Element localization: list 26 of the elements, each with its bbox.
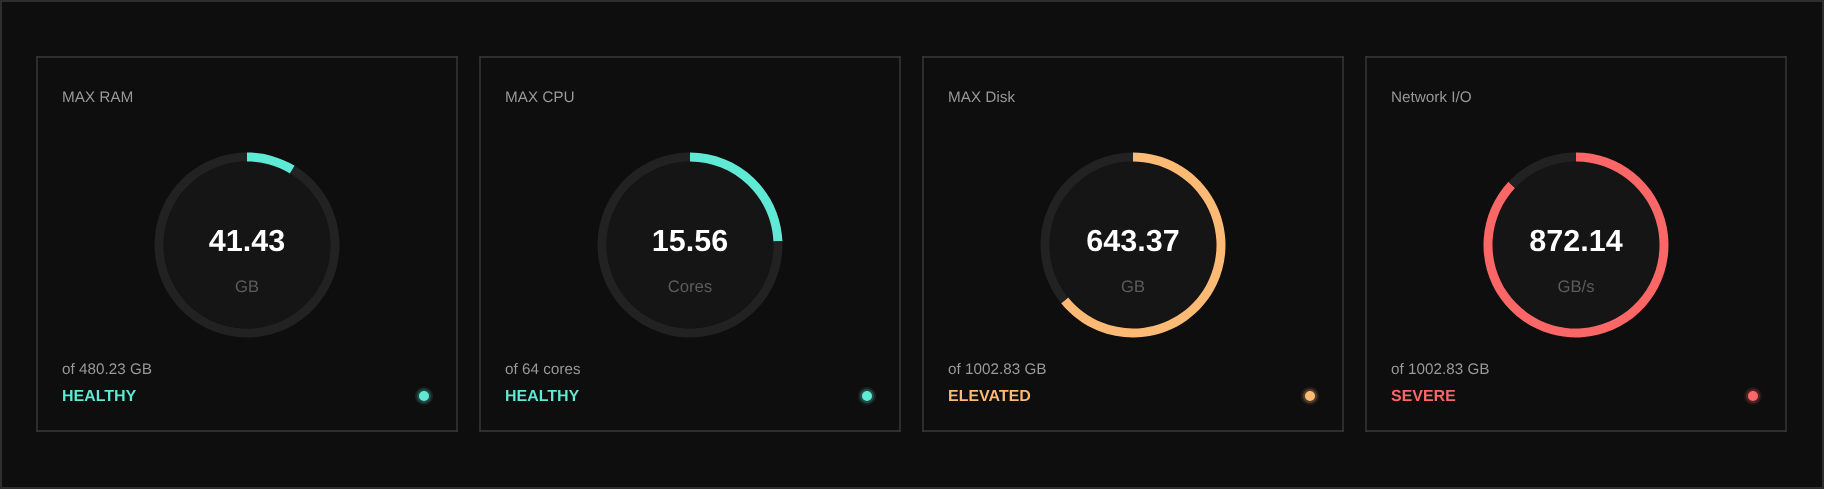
chart-title: MAX CPU [506, 91, 574, 103]
data-label: 15.56 [653, 229, 728, 252]
data-label: 41.43 [209, 229, 285, 252]
text: GB [235, 280, 259, 293]
text: HEALTHY [506, 390, 579, 401]
text: HEALTHY [63, 390, 136, 401]
chart-title: Network I/O [1392, 90, 1471, 103]
donut-slice [1508, 152, 1576, 188]
text: Cores [668, 280, 712, 293]
chart-title: MAX Disk [949, 90, 1016, 103]
chart-title: MAX RAM [63, 91, 133, 102]
data-label: 643.37 [1087, 229, 1179, 252]
text: ELEVATED [949, 390, 1031, 401]
text: GB/s [1558, 279, 1594, 293]
text: of 1002.83 GB [1391, 362, 1489, 375]
donut-slice [247, 152, 295, 174]
donut-slice [1483, 152, 1669, 338]
text: SEVERE [1391, 389, 1456, 402]
donut-slice [1061, 152, 1226, 338]
donut-slice [154, 152, 340, 338]
text: of 480.23 GB [62, 362, 152, 375]
text: of 1002.83 GB [948, 362, 1046, 375]
data-label: 872.14 [1530, 229, 1623, 252]
donut-slice [597, 152, 783, 338]
text: of 64 cores [505, 362, 581, 375]
text: GB [1121, 280, 1145, 293]
